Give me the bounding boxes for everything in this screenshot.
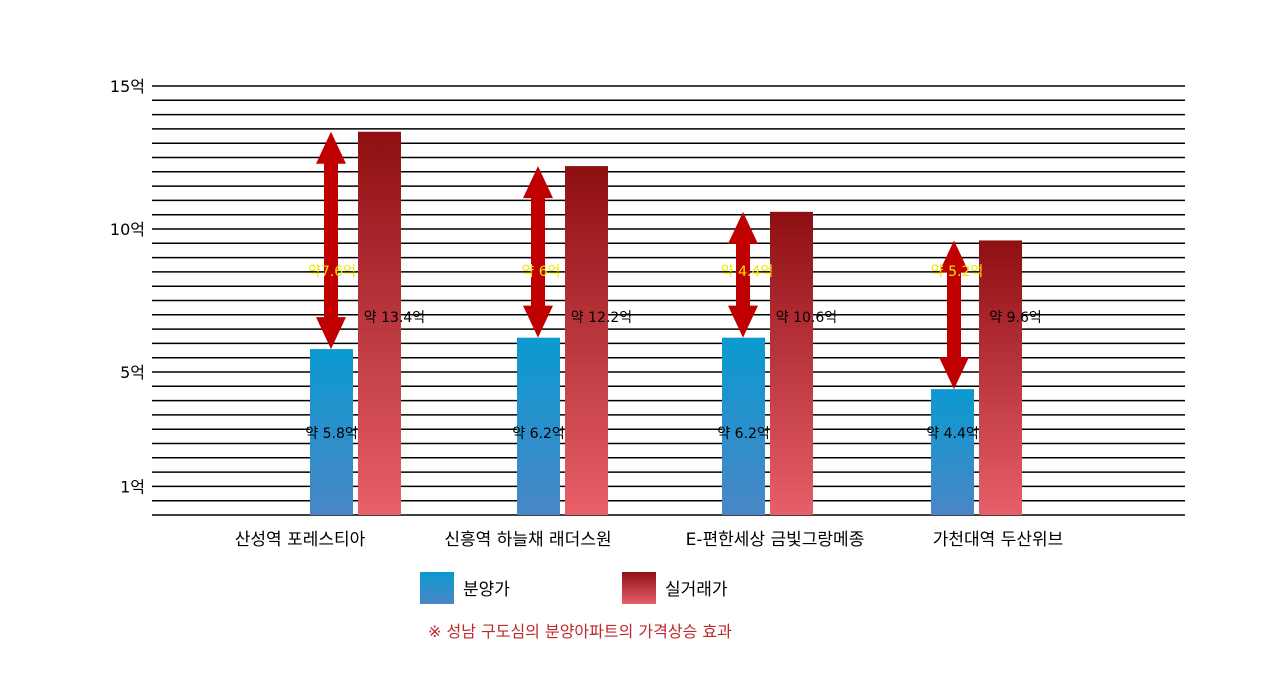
x-tick-label: 신흥역 하늘채 래더스원 [444, 530, 611, 550]
x-tick-label: 산성역 포레스티아 [235, 530, 366, 550]
bar-presale [517, 337, 560, 515]
y-axis-ticks: 15억 10억 5억 1억 [110, 77, 145, 496]
bar-value-label-actual: 약 13.4억 [364, 310, 425, 326]
bar-actual [979, 240, 1022, 515]
difference-arrows [316, 131, 969, 390]
difference-arrow [316, 131, 346, 350]
y-tick-label: 15억 [110, 77, 145, 96]
chart-note: ※ 성남 구도심의 분양아파트의 가격상승 효과 [428, 622, 732, 641]
difference-label: 약 4.4억 [721, 264, 773, 280]
difference-label: 약7.6억 [308, 264, 356, 280]
x-tick-label: 가천대역 두산위브 [933, 530, 1064, 550]
difference-arrow [523, 166, 553, 338]
bar-value-label-actual: 약 10.6억 [776, 310, 837, 326]
bar-value-label-presale: 약 6.2억 [512, 426, 564, 442]
bars [310, 131, 1022, 515]
y-tick-label: 10억 [110, 220, 145, 239]
x-tick-label: E-편한세상 금빛그랑메종 [686, 530, 865, 550]
bar-actual [565, 166, 608, 515]
legend: 분양가 실거래가 [420, 572, 728, 604]
bar-value-label-actual: 약 9.6억 [989, 310, 1041, 326]
y-tick-label: 5억 [120, 363, 145, 382]
bar-value-label-presale: 약 6.2억 [717, 426, 769, 442]
difference-arrow [728, 211, 758, 338]
bar-presale [310, 349, 353, 515]
bar-value-label-actual: 약 12.2억 [571, 310, 632, 326]
legend-label-actual: 실거래가 [665, 580, 728, 600]
legend-label-presale: 분양가 [463, 580, 510, 600]
grid-lines [152, 85, 1185, 516]
labels: 약 5.8억 약 13.4억 약7.6억약 6.2억 약 12.2억 약 6억약 6.2… [305, 264, 1041, 442]
bar-actual [358, 131, 401, 515]
bar-value-label-presale: 약 5.8억 [305, 426, 357, 442]
bar-presale [931, 389, 974, 515]
bar-actual [770, 211, 813, 515]
difference-arrow [939, 240, 969, 390]
bar-presale [722, 337, 765, 515]
difference-label: 약 6억 [521, 264, 560, 280]
x-axis-ticks: 산성역 포레스티아 신흥역 하늘채 래더스원 E-편한세상 금빛그랑메종 가천대역 두… [235, 530, 1064, 550]
bar-value-label-presale: 약 4.4억 [926, 426, 978, 442]
legend-swatch-actual [622, 572, 656, 604]
legend-swatch-presale [420, 572, 454, 604]
y-tick-label: 1억 [120, 477, 145, 496]
difference-label: 약 5.2억 [931, 264, 983, 280]
